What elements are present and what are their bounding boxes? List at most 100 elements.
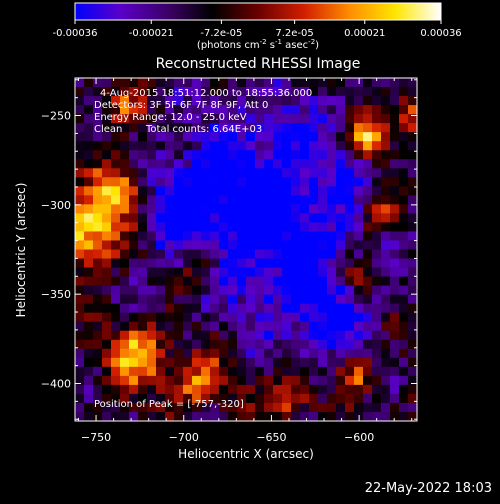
heatmap-cell xyxy=(183,114,193,124)
heatmap-cell xyxy=(399,357,409,368)
heatmap-cell xyxy=(309,330,319,341)
heatmap-cell xyxy=(246,294,256,305)
heatmap-cell xyxy=(363,213,373,223)
heatmap-cell xyxy=(192,240,202,250)
heatmap-cell xyxy=(291,96,301,106)
heatmap-cell xyxy=(246,375,256,386)
heatmap-cell xyxy=(93,141,103,151)
heatmap-cell xyxy=(156,177,166,187)
heatmap-cell xyxy=(309,168,319,178)
heatmap-cell xyxy=(93,402,103,413)
heatmap-cell xyxy=(318,177,328,187)
x-axis-label: Heliocentric X (arcsec) xyxy=(178,447,314,461)
heatmap-cell xyxy=(156,105,166,115)
heatmap-cell xyxy=(120,267,130,277)
heatmap-cell xyxy=(408,105,417,115)
heatmap-cell xyxy=(372,366,382,377)
heatmap-cell xyxy=(75,204,85,214)
heatmap-cell xyxy=(318,312,328,323)
heatmap-cell xyxy=(165,114,175,124)
heatmap-cell xyxy=(174,303,184,314)
heatmap-cell xyxy=(372,330,382,341)
heatmap-cell xyxy=(174,267,184,277)
heatmap-cell xyxy=(219,393,229,404)
heatmap-cell xyxy=(309,195,319,205)
heatmap-cell xyxy=(255,231,265,241)
heatmap-cell xyxy=(228,78,238,88)
heatmap-cell xyxy=(156,303,166,314)
heatmap-cell xyxy=(264,168,274,178)
heatmap-cell xyxy=(381,96,391,106)
heatmap-cell xyxy=(111,186,121,196)
heatmap-cell xyxy=(120,249,130,259)
heatmap-cell xyxy=(354,312,364,323)
heatmap-cell xyxy=(336,276,346,287)
heatmap-cell xyxy=(84,114,94,124)
heatmap-cell xyxy=(75,123,85,133)
heatmap-cell xyxy=(138,186,148,196)
heatmap-cell xyxy=(174,222,184,232)
heatmap-cell xyxy=(156,402,166,413)
heatmap-cell xyxy=(282,294,292,305)
heatmap-cell xyxy=(120,339,130,350)
heatmap-cell xyxy=(282,87,292,97)
heatmap-cell xyxy=(156,285,166,296)
heatmap-cell xyxy=(399,114,409,124)
heatmap-cell xyxy=(273,339,283,350)
heatmap-cell xyxy=(165,141,175,151)
heatmap-cell xyxy=(354,96,364,106)
heatmap-cell xyxy=(156,330,166,341)
heatmap-cell xyxy=(201,366,211,377)
heatmap-cell xyxy=(327,78,337,88)
heatmap-cell xyxy=(156,114,166,124)
heatmap-cell xyxy=(246,240,256,250)
heatmap-cell xyxy=(390,330,400,341)
heatmap-cell xyxy=(282,177,292,187)
heatmap-cell xyxy=(192,222,202,232)
heatmap-cell xyxy=(381,132,391,142)
heatmap-cell xyxy=(345,168,355,178)
heatmap-cell xyxy=(246,222,256,232)
heatmap-cell xyxy=(129,213,139,223)
heatmap-cell xyxy=(183,240,193,250)
heatmap-cell xyxy=(345,393,355,404)
heatmap-cell xyxy=(219,303,229,314)
heatmap-cell xyxy=(408,330,417,341)
heatmap-cell xyxy=(264,186,274,196)
heatmap-cell xyxy=(84,276,94,287)
heatmap-cell xyxy=(291,348,301,359)
heatmap-cell xyxy=(264,204,274,214)
heatmap-cell xyxy=(129,114,139,124)
heatmap-cell xyxy=(318,339,328,350)
heatmap-cell xyxy=(282,402,292,413)
heatmap-cell xyxy=(264,321,274,332)
heatmap-cell xyxy=(219,159,229,169)
heatmap-cell xyxy=(336,222,346,232)
heatmap-cell xyxy=(237,249,247,259)
heatmap-cell xyxy=(219,357,229,368)
heatmap-cell xyxy=(300,159,310,169)
heatmap-cell xyxy=(399,294,409,305)
heatmap-cell xyxy=(291,150,301,160)
heatmap-cell xyxy=(363,303,373,314)
heatmap-cell xyxy=(75,276,85,287)
heatmap-cell xyxy=(372,114,382,124)
heatmap-cell xyxy=(237,375,247,386)
heatmap-cell xyxy=(381,114,391,124)
heatmap-cell xyxy=(399,78,409,88)
heatmap-cell xyxy=(381,330,391,341)
heatmap-cell xyxy=(408,339,417,350)
heatmap-cell xyxy=(399,285,409,296)
heatmap-cell xyxy=(381,186,391,196)
heatmap-cell xyxy=(156,339,166,350)
heatmap-cell xyxy=(372,339,382,350)
heatmap-cell xyxy=(354,375,364,386)
heatmap-cell xyxy=(111,195,121,205)
heatmap-cell xyxy=(156,87,166,97)
heatmap-cell xyxy=(363,195,373,205)
heatmap-cell xyxy=(174,393,184,404)
heatmap-cell xyxy=(345,267,355,277)
heatmap-cell xyxy=(246,96,256,106)
heatmap-cell xyxy=(165,249,175,259)
heatmap-cell xyxy=(210,195,220,205)
